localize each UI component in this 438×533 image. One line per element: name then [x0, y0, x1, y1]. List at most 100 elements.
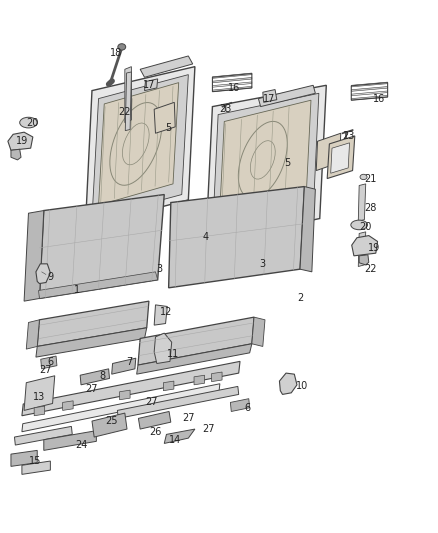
Text: 17: 17	[143, 80, 155, 90]
Text: 1: 1	[74, 286, 80, 295]
Polygon shape	[24, 376, 55, 410]
Polygon shape	[8, 132, 33, 150]
Polygon shape	[169, 187, 304, 288]
Polygon shape	[212, 82, 252, 87]
Text: 14: 14	[169, 435, 181, 445]
Polygon shape	[22, 361, 240, 416]
Text: 25: 25	[106, 416, 118, 426]
Polygon shape	[140, 56, 193, 77]
Text: 19: 19	[368, 243, 381, 253]
Text: 15: 15	[29, 456, 41, 466]
Polygon shape	[22, 384, 220, 432]
Polygon shape	[154, 102, 175, 133]
Polygon shape	[316, 133, 341, 171]
Polygon shape	[194, 375, 205, 385]
Polygon shape	[80, 369, 110, 385]
Text: 11: 11	[167, 350, 179, 359]
Polygon shape	[138, 317, 254, 365]
Text: 27: 27	[86, 384, 98, 394]
Polygon shape	[36, 264, 50, 284]
Text: 20: 20	[360, 222, 372, 231]
Text: 22: 22	[119, 107, 131, 117]
Text: 22: 22	[364, 264, 376, 274]
Polygon shape	[252, 317, 265, 346]
Polygon shape	[358, 232, 366, 266]
Ellipse shape	[351, 220, 367, 230]
Text: 19: 19	[16, 136, 28, 146]
Text: 27: 27	[40, 366, 52, 375]
Polygon shape	[358, 184, 366, 221]
Polygon shape	[163, 381, 174, 391]
Polygon shape	[99, 83, 179, 205]
Polygon shape	[351, 95, 388, 100]
Polygon shape	[300, 187, 315, 272]
Polygon shape	[331, 143, 350, 173]
Text: 24: 24	[75, 440, 87, 450]
Text: 28: 28	[364, 203, 376, 213]
Polygon shape	[212, 77, 252, 83]
Text: 10: 10	[296, 382, 308, 391]
Polygon shape	[230, 399, 250, 411]
Polygon shape	[138, 411, 171, 429]
Polygon shape	[11, 149, 21, 160]
Polygon shape	[212, 73, 252, 78]
Polygon shape	[263, 90, 277, 102]
Polygon shape	[85, 67, 195, 227]
Text: 21: 21	[364, 174, 376, 183]
Polygon shape	[145, 79, 158, 91]
Text: 20: 20	[27, 118, 39, 127]
Polygon shape	[112, 358, 136, 374]
Polygon shape	[258, 85, 315, 107]
Polygon shape	[44, 431, 96, 450]
Polygon shape	[327, 136, 355, 179]
Polygon shape	[39, 195, 164, 298]
Polygon shape	[34, 406, 45, 416]
Text: 7: 7	[126, 358, 132, 367]
Text: 5: 5	[284, 158, 290, 167]
Polygon shape	[206, 85, 326, 243]
Polygon shape	[37, 301, 149, 346]
Polygon shape	[26, 320, 39, 349]
Text: 27: 27	[145, 398, 157, 407]
Polygon shape	[36, 328, 147, 357]
Polygon shape	[39, 272, 158, 298]
Text: 3: 3	[260, 259, 266, 269]
Text: 16: 16	[373, 94, 385, 103]
Polygon shape	[120, 390, 130, 400]
Text: 3: 3	[157, 264, 163, 274]
Text: 18: 18	[110, 49, 122, 58]
Polygon shape	[125, 72, 131, 131]
Polygon shape	[92, 413, 127, 437]
Text: 5: 5	[166, 123, 172, 133]
Polygon shape	[219, 100, 311, 227]
Polygon shape	[92, 75, 188, 219]
Text: 6: 6	[244, 403, 251, 413]
Text: 26: 26	[149, 427, 162, 437]
Polygon shape	[22, 461, 50, 474]
Polygon shape	[125, 67, 131, 123]
Text: 8: 8	[100, 371, 106, 381]
Text: 27: 27	[182, 414, 194, 423]
Text: 2: 2	[297, 294, 303, 303]
Text: 23: 23	[342, 131, 354, 141]
Polygon shape	[212, 86, 252, 92]
Polygon shape	[117, 386, 239, 418]
Text: 13: 13	[33, 392, 46, 402]
Ellipse shape	[360, 174, 367, 180]
Polygon shape	[279, 373, 297, 394]
Text: 23: 23	[219, 104, 232, 114]
Polygon shape	[11, 450, 37, 466]
Polygon shape	[41, 356, 57, 369]
Polygon shape	[24, 211, 44, 301]
Text: 16: 16	[228, 83, 240, 93]
Polygon shape	[63, 401, 73, 410]
Polygon shape	[352, 236, 378, 256]
Polygon shape	[137, 344, 252, 374]
Polygon shape	[351, 91, 388, 96]
Ellipse shape	[118, 44, 126, 50]
Ellipse shape	[20, 117, 37, 128]
Polygon shape	[154, 305, 167, 325]
Polygon shape	[14, 426, 72, 445]
Polygon shape	[212, 372, 222, 382]
Polygon shape	[212, 93, 319, 236]
